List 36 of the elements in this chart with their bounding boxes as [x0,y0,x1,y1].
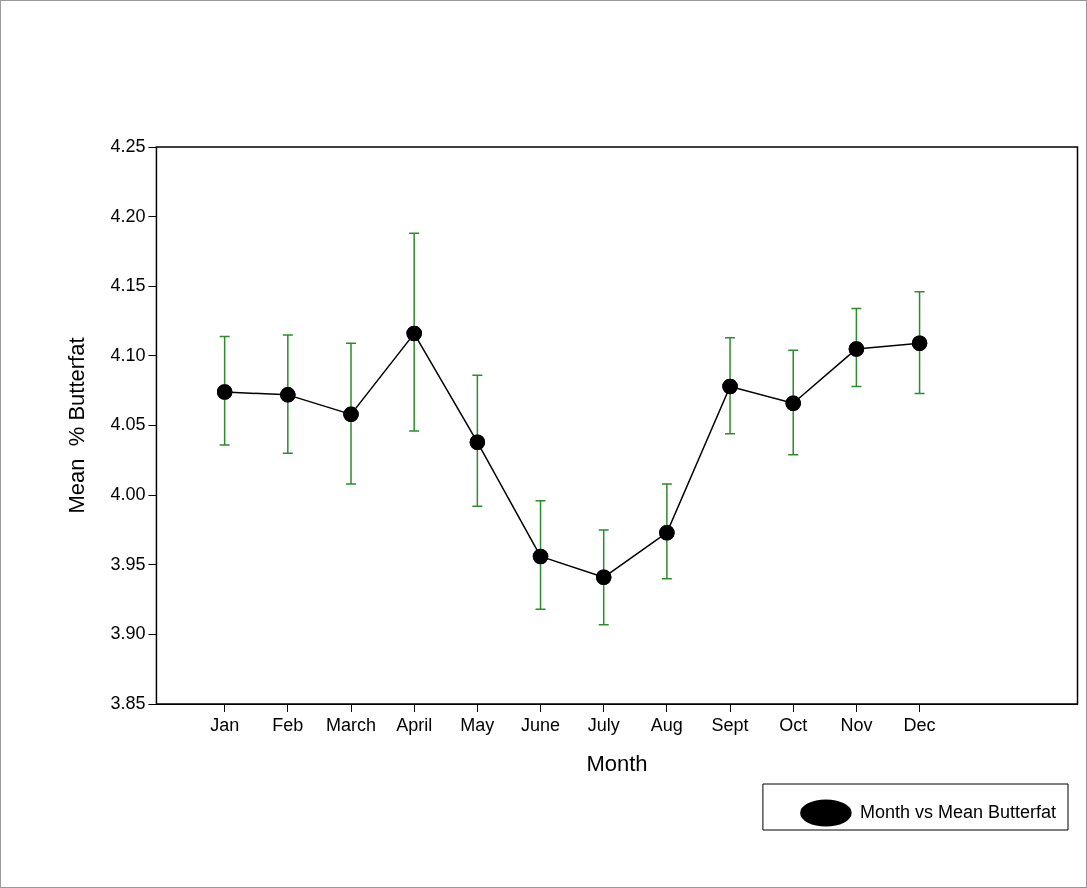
point [595,569,612,586]
point [280,387,296,403]
point [722,378,738,395]
point [785,395,801,411]
point [659,524,675,541]
x-tick-label: Jan [210,714,240,735]
x-tick-label: April [396,714,433,735]
point [911,335,928,352]
point [343,406,359,423]
y-tick-label: 4.20 [110,205,146,226]
point [848,341,865,357]
x-axis-title: Month [586,750,648,776]
legend-label: Month vs Mean Butterfat [859,801,1056,822]
x-tick-label: May [460,714,495,735]
x-tick-label: Oct [779,714,808,735]
point [469,434,486,450]
y-tick-label: 4.25 [110,135,146,156]
x-tick-label: Aug [650,714,683,735]
x-tick-label: July [587,714,620,735]
y-tick-label: 3.90 [110,623,146,644]
y-tick-label: 3.85 [110,692,146,713]
point [532,548,549,565]
y-tick-label: 4.00 [110,484,146,505]
y-axis-title: Mean % Butterfat [64,337,90,514]
x-tick-label: March [326,714,377,735]
x-tick-label: Dec [903,714,936,735]
x-tick-label: Sept [711,714,749,735]
y-tick-label: 4.05 [110,414,146,435]
point [406,325,422,342]
x-tick-label: Nov [840,714,873,735]
y-tick-label: 3.95 [110,553,146,574]
x-tick-label: Feb [272,714,304,735]
y-tick-label: 4.10 [110,344,146,365]
y-tick-label: 4.15 [110,275,146,296]
x-tick-label: June [521,714,561,735]
point [216,384,233,400]
